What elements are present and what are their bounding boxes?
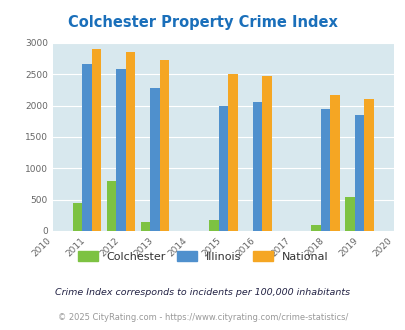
Bar <box>116 69 126 231</box>
Bar <box>262 76 271 231</box>
Bar <box>160 60 169 231</box>
Bar <box>252 102 262 231</box>
Bar <box>228 74 237 231</box>
Bar <box>345 197 354 231</box>
Bar <box>330 95 339 231</box>
Bar <box>320 109 330 231</box>
Bar <box>72 203 82 231</box>
Bar <box>126 52 135 231</box>
Legend: Colchester, Illinois, National: Colchester, Illinois, National <box>75 248 330 265</box>
Bar <box>141 222 150 231</box>
Bar <box>82 64 92 231</box>
Bar <box>218 106 228 231</box>
Bar <box>354 115 364 231</box>
Bar <box>311 225 320 231</box>
Bar <box>107 181 116 231</box>
Text: Crime Index corresponds to incidents per 100,000 inhabitants: Crime Index corresponds to incidents per… <box>55 287 350 297</box>
Bar <box>364 99 373 231</box>
Text: Colchester Property Crime Index: Colchester Property Crime Index <box>68 15 337 30</box>
Bar <box>209 220 218 231</box>
Bar <box>150 88 160 231</box>
Bar <box>92 49 101 231</box>
Text: © 2025 CityRating.com - https://www.cityrating.com/crime-statistics/: © 2025 CityRating.com - https://www.city… <box>58 313 347 322</box>
